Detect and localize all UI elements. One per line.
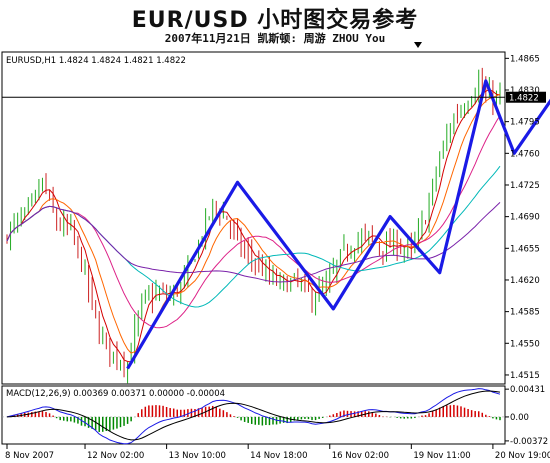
projection-path bbox=[126, 79, 550, 370]
time-tick-label: 12 Nov 02:00 bbox=[87, 451, 144, 461]
macd-panel bbox=[1, 385, 506, 445]
price-tick-label: 1.4690 bbox=[510, 213, 540, 223]
price-layer bbox=[6, 67, 550, 384]
time-tick-label: 19 Nov 11:00 bbox=[413, 451, 470, 461]
moving-average-line bbox=[6, 202, 501, 283]
macd-layer bbox=[2, 388, 505, 445]
macd-info-label: MACD(12,26,9) 0.00369 0.00371 0.00000 -0… bbox=[6, 389, 225, 399]
price-tick-label: 1.4760 bbox=[510, 149, 540, 159]
moving-average-line bbox=[6, 115, 501, 329]
time-tick-label: 13 Nov 10:00 bbox=[169, 451, 226, 461]
price-tick-label: 1.4865 bbox=[510, 54, 540, 64]
price-tick-label: 1.4795 bbox=[510, 118, 540, 128]
price-tick-label: 1.4830 bbox=[510, 86, 540, 96]
current-price-box bbox=[506, 91, 546, 103]
price-tick-label: 1.4515 bbox=[510, 371, 540, 381]
time-tick-label: 8 Nov 2007 bbox=[5, 451, 54, 461]
price-info-label: EURUSD,H1 1.4824 1.4824 1.4821 1.4822 bbox=[6, 56, 186, 66]
time-tick-label: 20 Nov 19:00 bbox=[495, 451, 550, 461]
price-tick-label: 1.4550 bbox=[510, 339, 540, 349]
macd-axis: 0.00431 0.00 -0.00372 bbox=[505, 385, 548, 447]
price-tick-label: 1.4725 bbox=[510, 181, 540, 191]
macd-tick-label: 0.00431 bbox=[510, 385, 545, 395]
price-tick-label: 1.4655 bbox=[510, 244, 540, 254]
price-tick-label: 1.4620 bbox=[510, 276, 540, 286]
price-tick-label: 1.4585 bbox=[510, 308, 540, 318]
page-title: EUR/USD 小时图交易参考 bbox=[131, 8, 419, 33]
time-tick-label: 14 Nov 18:00 bbox=[250, 451, 307, 461]
time-axis: 8 Nov 2007 12 Nov 02:00 13 Nov 10:00 14 Nov… bbox=[5, 444, 550, 461]
moving-average-line bbox=[6, 93, 501, 354]
page-subtitle: 2007年11月21日 凯斯顿: 周游 ZHOU You bbox=[164, 32, 386, 45]
current-price-label: 1.4822 bbox=[509, 94, 539, 104]
macd-tick-label: -0.00372 bbox=[510, 437, 548, 447]
time-tick-label: 16 Nov 02:00 bbox=[332, 451, 389, 461]
macd-signal-line bbox=[6, 390, 501, 441]
scroll-marker-icon bbox=[414, 42, 422, 48]
macd-tick-label: 0.00 bbox=[510, 413, 529, 423]
price-axis: 1.4865 1.4830 1.4795 1.4760 1.4725 1.4690 1.46… bbox=[505, 54, 540, 381]
